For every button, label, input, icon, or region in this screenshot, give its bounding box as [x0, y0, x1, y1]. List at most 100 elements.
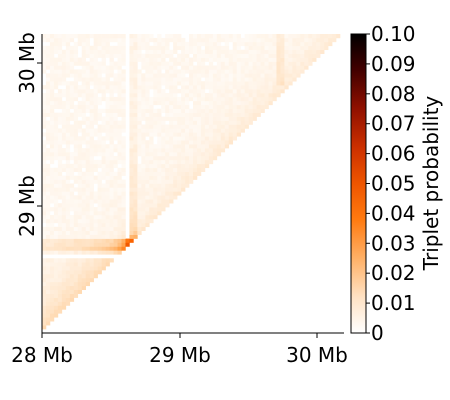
- heatmap-cell: [61, 266, 67, 271]
- heatmap-cell: [81, 159, 87, 165]
- heatmap-cell: [200, 61, 206, 66]
- heatmap-cell: [181, 187, 186, 192]
- heatmap-cell: [133, 214, 138, 220]
- heatmap-cell: [232, 53, 238, 58]
- heatmap-cell: [224, 128, 230, 133]
- heatmap-cell: [65, 53, 71, 58]
- heatmap-cell: [49, 297, 55, 302]
- heatmap-cell: [65, 120, 71, 125]
- heatmap-cell: [73, 175, 79, 180]
- heatmap-cell: [161, 81, 166, 86]
- heatmap-cell: [65, 49, 71, 54]
- heatmap-cell: [193, 128, 198, 133]
- heatmap-cell: [105, 218, 110, 224]
- heatmap-cell: [97, 270, 102, 275]
- heatmap-cell: [161, 203, 166, 208]
- heatmap-cell: [97, 34, 102, 39]
- heatmap-cell: [165, 144, 170, 149]
- heatmap-cell: [113, 104, 118, 110]
- heatmap-cell: [85, 222, 90, 228]
- heatmap-cell: [65, 199, 71, 204]
- heatmap-cell: [57, 49, 63, 54]
- heatmap-cell: [121, 34, 126, 39]
- heatmap-cell: [81, 179, 87, 184]
- heatmap-cell: [181, 104, 186, 110]
- heatmap-cell: [113, 246, 118, 251]
- heatmap-cell: [173, 120, 178, 125]
- heatmap-cell: [61, 238, 67, 243]
- heatmap-cell: [121, 37, 126, 43]
- heatmap-cell: [153, 73, 158, 78]
- heatmap-cell: [141, 34, 146, 39]
- heatmap-cell: [69, 89, 75, 94]
- heatmap-cell: [220, 37, 226, 43]
- heatmap-cell: [220, 136, 226, 141]
- heatmap-cell: [77, 277, 83, 283]
- heatmap-cell: [177, 136, 182, 141]
- heatmap-cell: [292, 37, 297, 43]
- heatmap-cell: [240, 61, 245, 66]
- heatmap-cell: [42, 175, 47, 180]
- heatmap-cell: [181, 144, 186, 149]
- heatmap-cell: [57, 270, 63, 275]
- heatmap-cell: [42, 132, 47, 137]
- heatmap-cell: [101, 258, 106, 263]
- heatmap-cell: [101, 191, 106, 196]
- heatmap-cell: [53, 69, 59, 74]
- heatmap-cell: [89, 144, 94, 149]
- heatmap-cell: [332, 37, 337, 43]
- heatmap-cell: [129, 222, 134, 228]
- heatmap-cell: [49, 159, 55, 165]
- heatmap-cell: [189, 112, 194, 117]
- heatmap-cell: [109, 155, 114, 161]
- heatmap-cell: [65, 211, 71, 216]
- heatmap-cell: [97, 191, 102, 196]
- heatmap-cell: [42, 144, 47, 149]
- heatmap-cell: [145, 211, 150, 216]
- heatmap-cell: [117, 230, 122, 235]
- heatmap-cell: [260, 45, 265, 51]
- heatmap-cell: [73, 53, 79, 58]
- heatmap-cell: [161, 100, 166, 106]
- heatmap-cell: [133, 41, 138, 47]
- heatmap-cell: [85, 207, 90, 212]
- heatmap-cell: [57, 53, 63, 58]
- heatmap-cell: [256, 100, 261, 106]
- heatmap-cell: [65, 285, 71, 291]
- heatmap-cell: [97, 234, 102, 239]
- heatmap-cell: [97, 203, 102, 208]
- heatmap-cell: [65, 297, 71, 302]
- heatmap-cell: [153, 144, 158, 149]
- heatmap-cell: [204, 132, 210, 137]
- heatmap-cell: [216, 65, 222, 70]
- heatmap-cell: [77, 199, 83, 204]
- heatmap-cell: [49, 61, 55, 66]
- heatmap-cell: [77, 57, 83, 62]
- heatmap-cell: [193, 77, 198, 82]
- heatmap-cell: [61, 128, 67, 133]
- heatmap-cell: [81, 238, 87, 243]
- heatmap-cell: [200, 140, 206, 145]
- heatmap-cell: [161, 132, 166, 137]
- heatmap-cell: [157, 159, 162, 165]
- heatmap-cell: [161, 116, 166, 121]
- colorbar-tick-label: 0.05: [371, 172, 416, 196]
- heatmap-cell: [224, 140, 230, 145]
- heatmap-cell: [185, 61, 190, 66]
- heatmap-cell: [113, 187, 118, 192]
- heatmap-cell: [109, 112, 114, 117]
- heatmap-cell: [260, 37, 265, 43]
- heatmap-cell: [97, 179, 102, 184]
- heatmap-cell: [236, 112, 241, 117]
- heatmap-cell: [133, 179, 138, 184]
- heatmap-cell: [133, 152, 138, 157]
- heatmap-cell: [73, 140, 79, 145]
- heatmap-cell: [153, 159, 158, 165]
- heatmap-cell: [57, 93, 63, 98]
- heatmap-cell: [181, 112, 186, 117]
- heatmap-cell: [61, 57, 67, 62]
- heatmap-cell: [77, 104, 83, 110]
- heatmap-cell: [272, 49, 277, 54]
- heatmap-cell: [157, 155, 162, 161]
- heatmap-cell: [193, 108, 198, 113]
